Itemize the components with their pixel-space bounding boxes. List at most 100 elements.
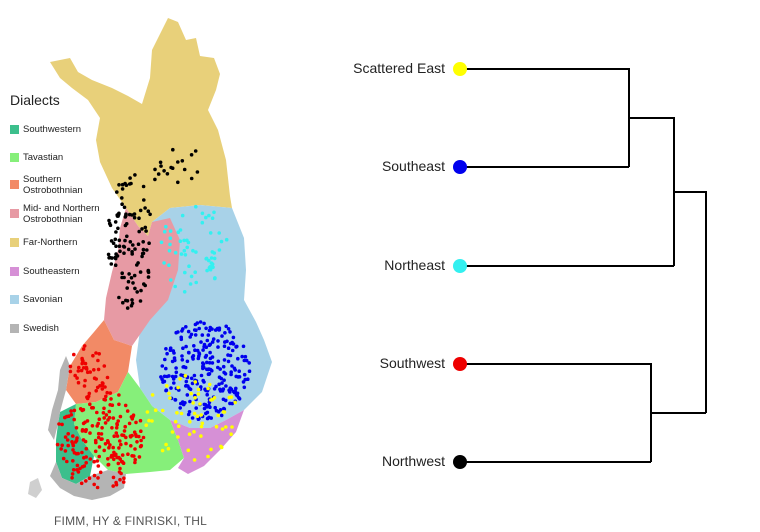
sample-dot xyxy=(61,456,66,461)
sample-dot xyxy=(230,364,234,368)
sample-dot xyxy=(73,373,77,378)
sample-dot xyxy=(241,344,246,349)
sample-dot xyxy=(88,370,92,374)
sample-dot xyxy=(76,451,80,456)
sample-dot xyxy=(208,342,213,347)
sample-dot xyxy=(92,473,97,478)
sample-dot xyxy=(64,414,69,419)
sample-dot xyxy=(60,422,64,427)
sample-dot xyxy=(109,262,114,266)
sample-dot xyxy=(207,361,212,365)
sample-dot xyxy=(143,283,147,288)
sample-dot xyxy=(178,406,182,410)
sample-dot xyxy=(205,338,210,343)
sample-dot xyxy=(153,167,157,172)
sample-dot xyxy=(183,253,188,257)
legend-swatch xyxy=(10,153,19,162)
sample-dot xyxy=(167,248,172,253)
sample-dot xyxy=(112,457,116,462)
sample-dot xyxy=(134,432,138,437)
sample-dot xyxy=(126,279,131,284)
sample-dot xyxy=(206,333,211,337)
sample-dot xyxy=(173,250,178,255)
sample-dot xyxy=(120,275,124,280)
sample-dot xyxy=(141,435,146,440)
sample-dot xyxy=(132,212,137,216)
sample-dot xyxy=(194,204,198,209)
sample-dot xyxy=(133,460,137,465)
sample-dot xyxy=(217,328,221,332)
legend-item-southwestern: Southwestern xyxy=(10,124,133,135)
sample-dot xyxy=(212,387,217,391)
sample-dot xyxy=(117,393,121,397)
sample-dot xyxy=(242,385,247,390)
sample-dot xyxy=(88,431,92,435)
sample-dot xyxy=(137,229,141,234)
sample-dot xyxy=(188,282,193,286)
sample-dot xyxy=(201,348,205,352)
sample-dot xyxy=(229,395,234,399)
sample-dot xyxy=(246,377,250,382)
sample-dot xyxy=(140,251,145,256)
sample-dot xyxy=(185,245,189,250)
sample-dot xyxy=(153,177,157,182)
sample-dot xyxy=(217,248,222,252)
sample-dot xyxy=(85,395,89,400)
sample-dot xyxy=(209,398,213,402)
legend-item-mid-northern-ostrobothnian: Mid- and Northern Ostrobothnian xyxy=(10,203,133,225)
sample-dot xyxy=(114,244,118,248)
sample-dot xyxy=(81,359,85,363)
sample-dot xyxy=(220,427,225,431)
sample-dot xyxy=(160,408,165,413)
leaf-node-northeast xyxy=(453,259,467,273)
sample-dot xyxy=(164,224,168,229)
sample-dot xyxy=(71,448,75,452)
sample-dot xyxy=(118,249,122,254)
sample-dot xyxy=(216,413,220,418)
sample-dot xyxy=(95,424,99,428)
sample-dot xyxy=(228,330,232,334)
sample-dot xyxy=(176,180,180,185)
sample-dot xyxy=(125,306,130,310)
sample-dot xyxy=(108,391,113,395)
sample-dot xyxy=(130,301,135,306)
sample-dot xyxy=(188,399,192,404)
sample-dot xyxy=(97,417,102,422)
sample-dot xyxy=(208,265,212,269)
sample-dot xyxy=(189,176,194,181)
sample-dot xyxy=(200,333,205,337)
sample-dot xyxy=(120,187,125,191)
sample-dot xyxy=(107,255,111,260)
sample-dot xyxy=(146,275,151,279)
region-southwestern xyxy=(56,404,94,484)
sample-dot xyxy=(192,373,197,378)
sample-dot xyxy=(179,373,183,377)
sample-dot xyxy=(102,416,106,420)
sample-dot xyxy=(91,406,95,410)
sample-dot xyxy=(207,213,211,218)
sample-dot xyxy=(178,377,182,381)
sample-dot xyxy=(165,172,170,176)
sample-dot xyxy=(71,434,75,438)
sample-dot xyxy=(162,169,166,173)
sample-dot xyxy=(91,353,95,358)
sample-dot xyxy=(167,263,171,268)
sample-dot xyxy=(140,254,144,259)
sample-dot xyxy=(133,457,137,462)
sample-dot xyxy=(210,361,215,365)
sample-dot xyxy=(95,385,100,390)
sample-dot xyxy=(102,397,106,402)
sample-dot xyxy=(95,485,100,490)
sample-dot xyxy=(226,353,230,357)
sample-dot xyxy=(171,349,176,353)
sample-dot xyxy=(124,183,129,187)
sample-dot xyxy=(176,435,180,439)
sample-dot xyxy=(127,182,132,186)
sample-dot xyxy=(213,405,217,410)
sample-dot xyxy=(159,164,163,168)
sample-dot xyxy=(179,335,183,340)
sample-dot xyxy=(66,443,70,448)
sample-dot xyxy=(135,263,139,267)
sample-dot xyxy=(223,340,227,344)
sample-dot xyxy=(79,368,84,373)
